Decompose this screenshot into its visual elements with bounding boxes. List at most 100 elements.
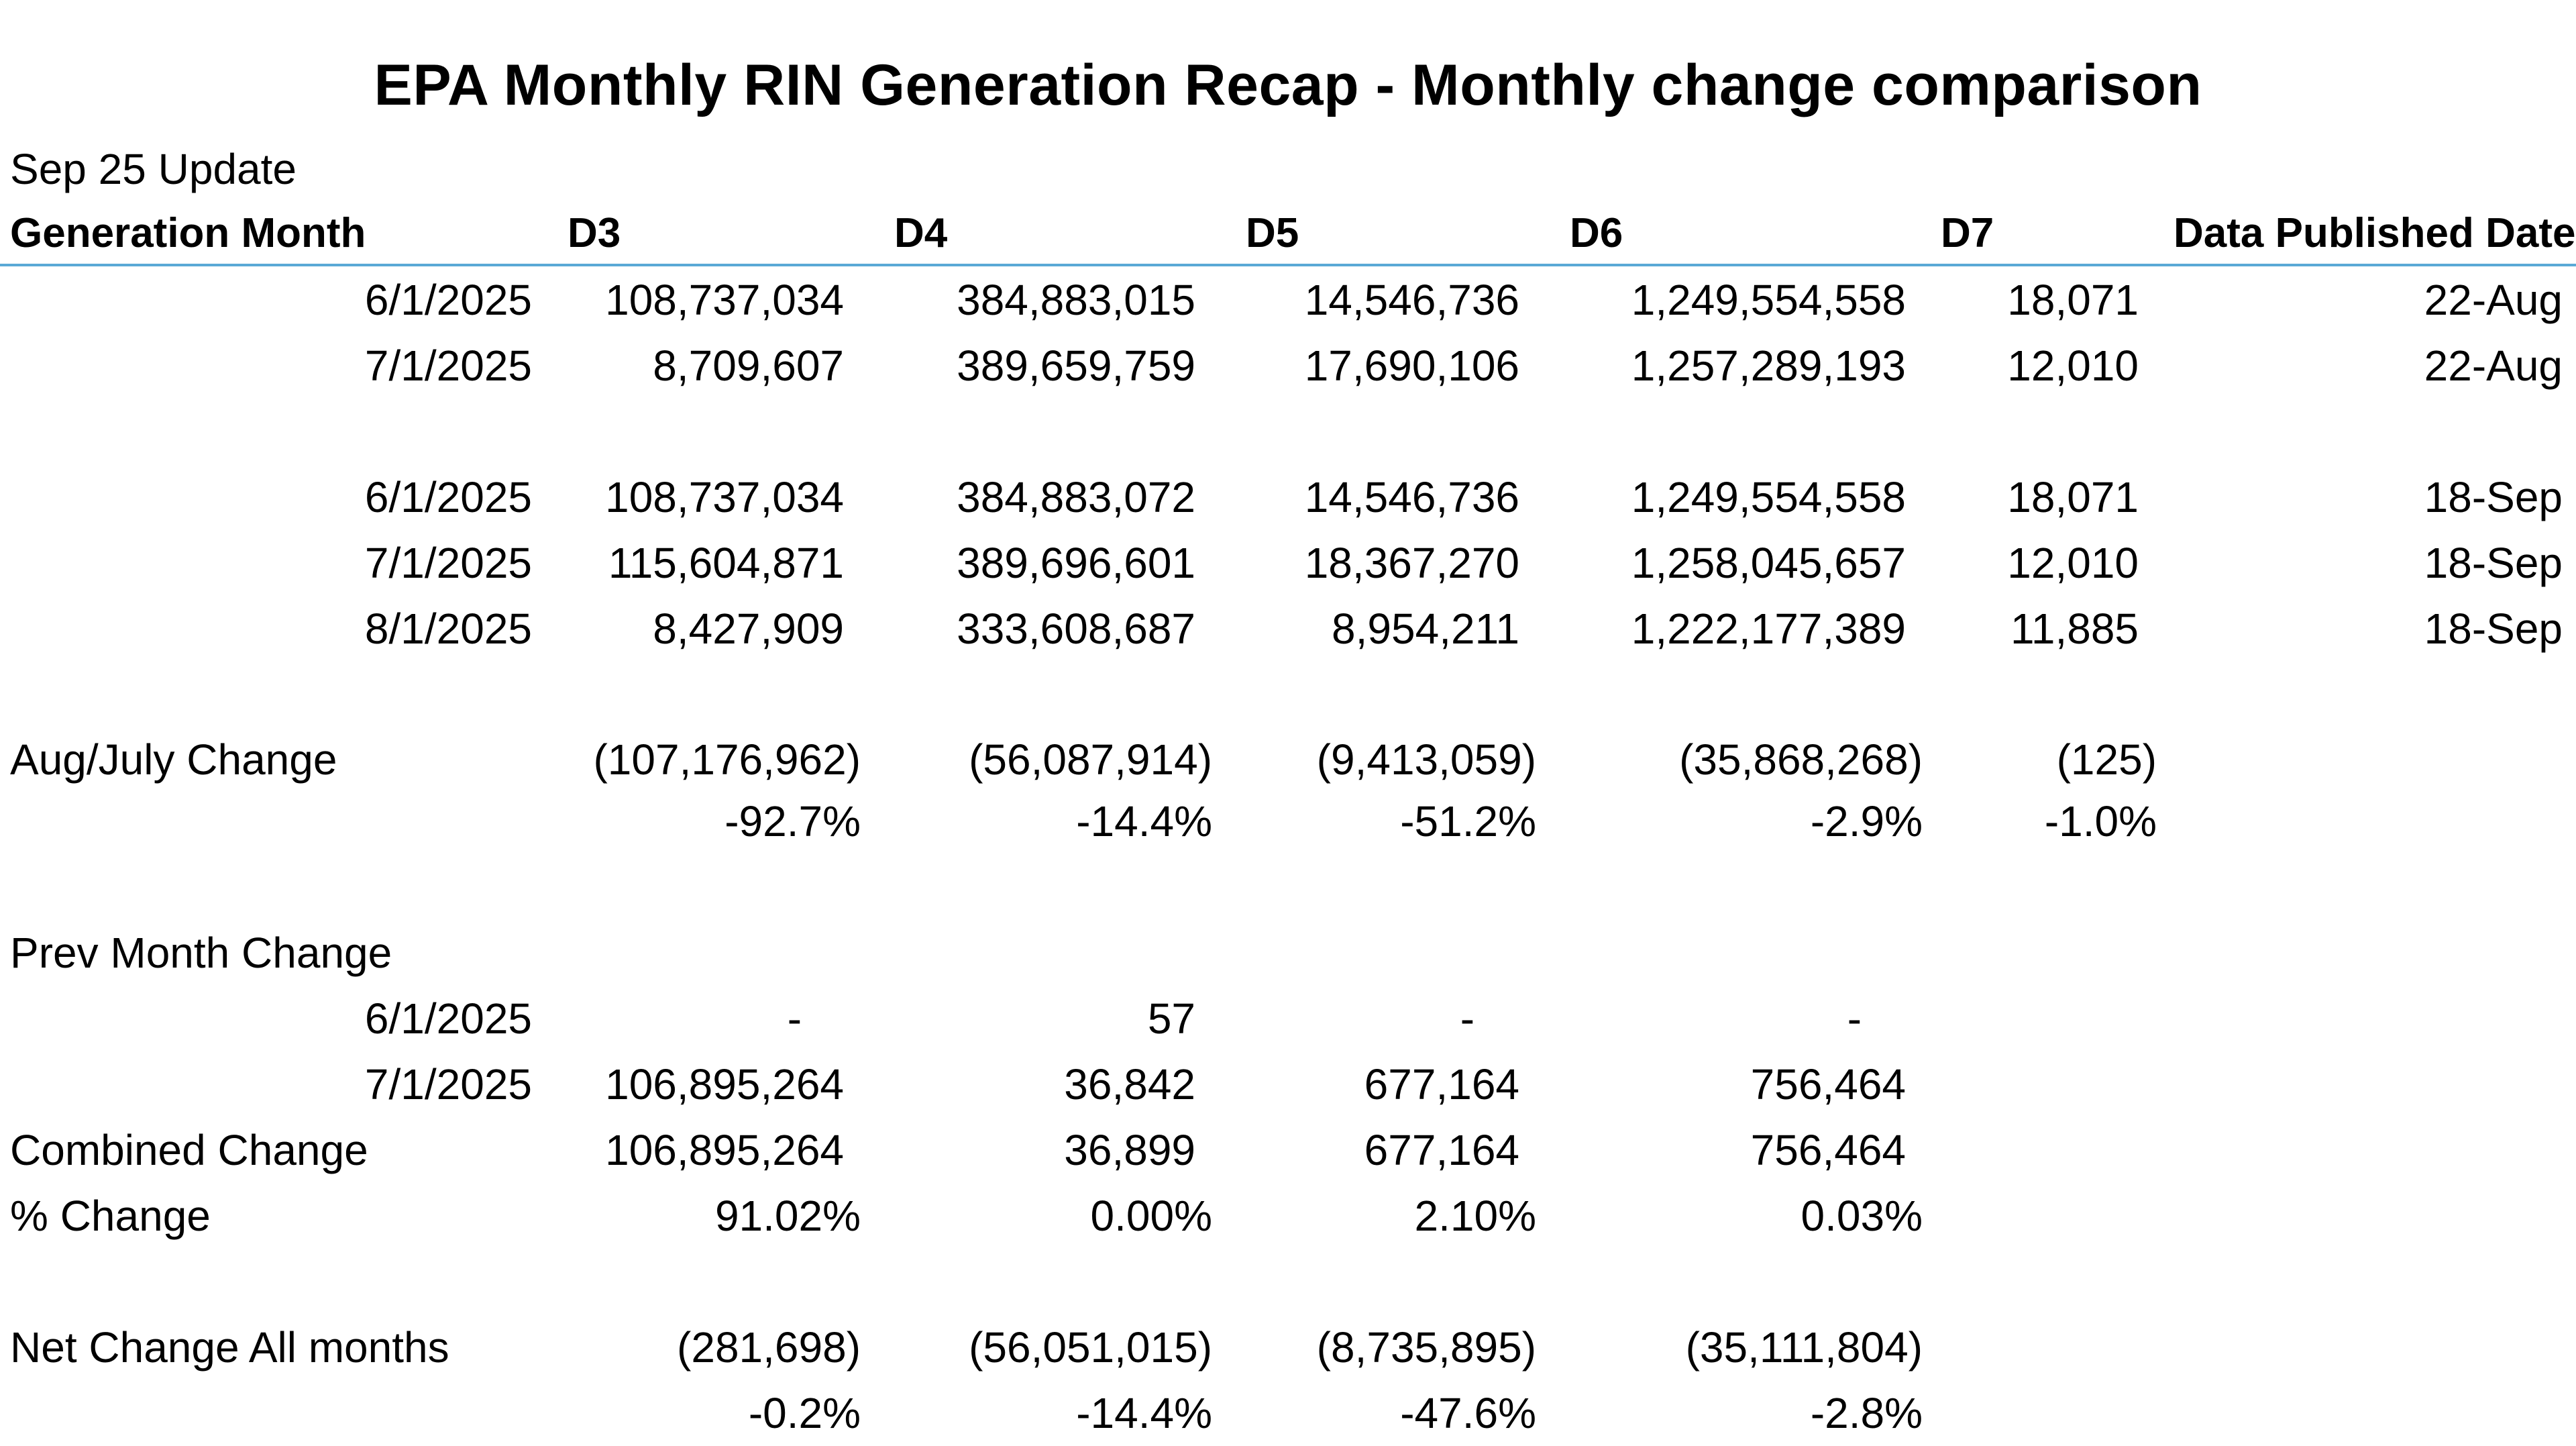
d5-cell: 14,546,736 bbox=[1304, 276, 1519, 324]
d5-percent-cell: -47.6% bbox=[1400, 1389, 1536, 1437]
d5-cell: (8,735,895) bbox=[1316, 1323, 1536, 1372]
pct-change-row: % Change 91.02% 0.00% 2.10% 0.03% bbox=[0, 1183, 2576, 1249]
d5-cell: (9,413,059) bbox=[1316, 735, 1536, 784]
d6-cell: 1,257,289,193 bbox=[1631, 342, 1906, 390]
d4-cell: 384,883,015 bbox=[957, 276, 1195, 324]
d5-cell: - bbox=[1460, 994, 1474, 1043]
d3-percent-cell: -92.7% bbox=[724, 797, 861, 845]
published-date-cell: 18-Sep bbox=[2424, 473, 2563, 521]
d6-cell: 1,222,177,389 bbox=[1631, 605, 1906, 653]
update-label: Sep 25 Update bbox=[10, 145, 297, 193]
d6-cell: - bbox=[1847, 994, 1862, 1043]
month-cell: 7/1/2025 bbox=[364, 539, 532, 587]
d6-percent-cell: -2.8% bbox=[1810, 1389, 1923, 1437]
net-change-row: Net Change All months (281,698) (56,051,… bbox=[0, 1314, 2576, 1380]
aug-july-percent-row: -92.7% -14.4% -51.2% -2.9% -1.0% bbox=[0, 788, 2576, 854]
table-row: 6/1/2025 - 57 - - bbox=[0, 986, 2576, 1051]
header-d3: D3 bbox=[568, 210, 621, 256]
table-row: 6/1/2025 108,737,034 384,883,072 14,546,… bbox=[0, 464, 2576, 530]
d6-cell: (35,868,268) bbox=[1679, 735, 1923, 784]
table-row: 8/1/2025 8,427,909 333,608,687 8,954,211… bbox=[0, 596, 2576, 662]
d3-cell: (281,698) bbox=[677, 1323, 861, 1372]
table-row: 7/1/2025 8,709,607 389,659,759 17,690,10… bbox=[0, 333, 2576, 399]
prev-month-change-row: Prev Month Change bbox=[0, 920, 2576, 986]
pct-change-label: % Change bbox=[10, 1192, 211, 1240]
month-cell: 7/1/2025 bbox=[364, 342, 532, 390]
month-cell: 6/1/2025 bbox=[364, 994, 532, 1043]
d5-cell: 677,164 bbox=[1364, 1126, 1519, 1174]
header-underline bbox=[0, 264, 2576, 266]
d3-cell: - bbox=[787, 994, 802, 1043]
d4-percent-cell: -14.4% bbox=[1076, 797, 1212, 845]
published-date-cell: 18-Sep bbox=[2424, 605, 2563, 653]
d6-cell: 756,464 bbox=[1750, 1060, 1906, 1108]
d4-cell: (56,087,914) bbox=[969, 735, 1212, 784]
d7-cell: (125) bbox=[2056, 735, 2157, 784]
table-row: 6/1/2025 108,737,034 384,883,015 14,546,… bbox=[0, 267, 2576, 333]
net-change-percent-row: -0.2% -14.4% -47.6% -2.8% bbox=[0, 1380, 2576, 1446]
d5-cell: 677,164 bbox=[1364, 1060, 1519, 1108]
d5-percent-cell: -51.2% bbox=[1400, 797, 1536, 845]
d3-cell: 91.02% bbox=[714, 1192, 861, 1240]
d4-cell: 384,883,072 bbox=[957, 473, 1195, 521]
d4-cell: 36,899 bbox=[1064, 1126, 1195, 1174]
d3-cell: 108,737,034 bbox=[605, 276, 844, 324]
d6-cell: 1,249,554,558 bbox=[1631, 276, 1906, 324]
d5-cell: 17,690,106 bbox=[1304, 342, 1519, 390]
d6-cell: 1,258,045,657 bbox=[1631, 539, 1906, 587]
d3-cell: 108,737,034 bbox=[605, 473, 844, 521]
d6-cell: 0.03% bbox=[1801, 1192, 1923, 1240]
net-change-label: Net Change All months bbox=[10, 1323, 449, 1372]
published-date-cell: 22-Aug bbox=[2424, 342, 2563, 390]
d3-cell: 106,895,264 bbox=[605, 1060, 844, 1108]
d7-cell: 12,010 bbox=[2007, 539, 2139, 587]
d7-cell: 11,885 bbox=[2010, 605, 2139, 653]
d7-cell: 12,010 bbox=[2007, 342, 2139, 390]
combined-change-label: Combined Change bbox=[10, 1126, 368, 1174]
d4-cell: 0.00% bbox=[1090, 1192, 1212, 1240]
d7-cell: 18,071 bbox=[2007, 276, 2139, 324]
aug-july-change-row: Aug/July Change (107,176,962) (56,087,91… bbox=[0, 727, 2576, 792]
d6-percent-cell: -2.9% bbox=[1810, 797, 1923, 845]
header-d4: D4 bbox=[894, 210, 948, 256]
published-date-cell: 22-Aug bbox=[2424, 276, 2563, 324]
d3-percent-cell: -0.2% bbox=[748, 1389, 861, 1437]
aug-july-change-label: Aug/July Change bbox=[10, 735, 337, 784]
header-d6: D6 bbox=[1570, 210, 1623, 256]
table-row: 7/1/2025 106,895,264 36,842 677,164 756,… bbox=[0, 1051, 2576, 1117]
prev-month-change-label: Prev Month Change bbox=[10, 929, 392, 977]
d6-cell: 756,464 bbox=[1750, 1126, 1906, 1174]
d3-cell: 106,895,264 bbox=[605, 1126, 844, 1174]
d3-cell: (107,176,962) bbox=[593, 735, 861, 784]
header-data-published-date: Data Published Date bbox=[2174, 210, 2576, 256]
d4-percent-cell: -14.4% bbox=[1076, 1389, 1212, 1437]
d4-cell: 333,608,687 bbox=[957, 605, 1195, 653]
d6-cell: (35,111,804) bbox=[1685, 1323, 1923, 1372]
d3-cell: 8,427,909 bbox=[653, 605, 844, 653]
d4-cell: (56,051,015) bbox=[969, 1323, 1212, 1372]
header-d7: D7 bbox=[1941, 210, 1994, 256]
d7-percent-cell: -1.0% bbox=[2044, 797, 2157, 845]
d6-cell: 1,249,554,558 bbox=[1631, 473, 1906, 521]
d5-cell: 18,367,270 bbox=[1304, 539, 1519, 587]
month-cell: 6/1/2025 bbox=[364, 276, 532, 324]
month-cell: 6/1/2025 bbox=[364, 473, 532, 521]
d3-cell: 8,709,607 bbox=[653, 342, 844, 390]
d5-cell: 8,954,211 bbox=[1332, 605, 1519, 653]
d4-cell: 389,696,601 bbox=[957, 539, 1195, 587]
d4-cell: 389,659,759 bbox=[957, 342, 1195, 390]
d5-cell: 14,546,736 bbox=[1304, 473, 1519, 521]
header-d5: D5 bbox=[1246, 210, 1299, 256]
header-generation-month: Generation Month bbox=[10, 210, 366, 256]
table-row: 7/1/2025 115,604,871 389,696,601 18,367,… bbox=[0, 530, 2576, 596]
d5-cell: 2.10% bbox=[1414, 1192, 1536, 1240]
report-title: EPA Monthly RIN Generation Recap - Month… bbox=[374, 53, 2202, 117]
combined-change-row: Combined Change 106,895,264 36,899 677,1… bbox=[0, 1117, 2576, 1183]
d4-cell: 36,842 bbox=[1064, 1060, 1195, 1108]
month-cell: 7/1/2025 bbox=[364, 1060, 532, 1108]
d4-cell: 57 bbox=[1147, 994, 1195, 1043]
d7-cell: 18,071 bbox=[2007, 473, 2139, 521]
d3-cell: 115,604,871 bbox=[608, 539, 844, 587]
published-date-cell: 18-Sep bbox=[2424, 539, 2563, 587]
